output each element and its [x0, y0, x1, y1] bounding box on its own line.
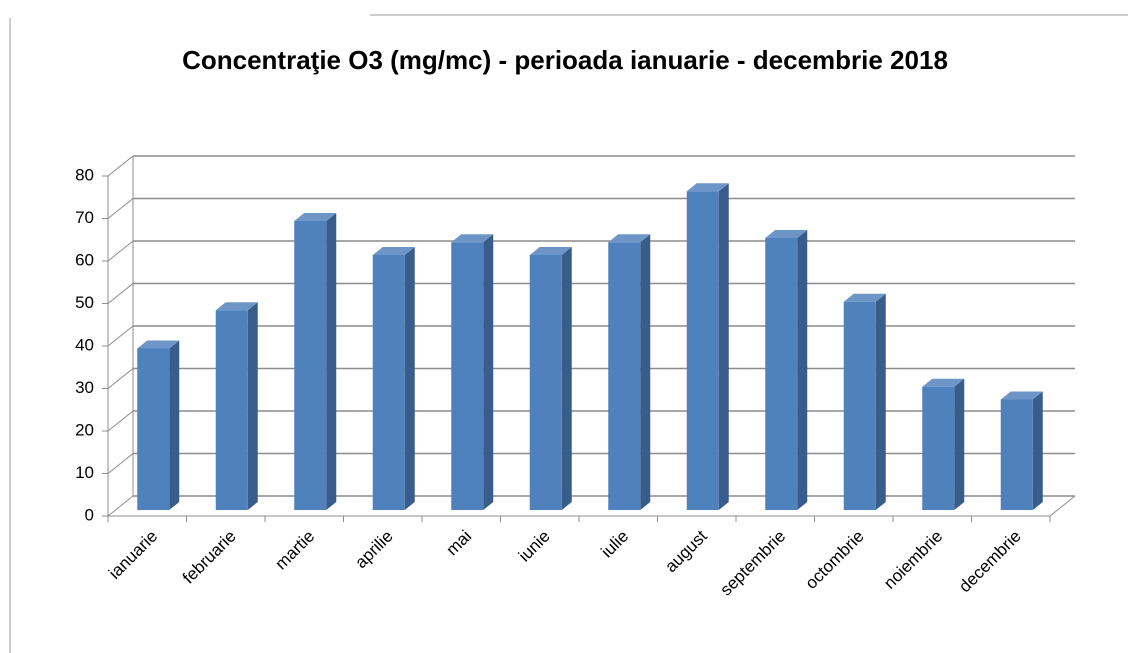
- bar-top: [294, 213, 337, 221]
- bar-side: [640, 234, 651, 510]
- bar-side: [561, 247, 572, 510]
- bar-side: [483, 234, 494, 510]
- bar-top: [529, 247, 572, 255]
- x-tick-label: august: [661, 526, 711, 576]
- y-tick-label: 80: [75, 165, 94, 184]
- bar-side: [326, 213, 337, 510]
- y-tick-label: 40: [75, 335, 94, 354]
- grid-line: [107, 325, 134, 347]
- bar: [529, 255, 562, 510]
- bar-side: [718, 183, 729, 510]
- x-tick-label: septembrie: [716, 527, 789, 600]
- bar: [1000, 399, 1033, 510]
- x-tick-label: mai: [442, 527, 475, 560]
- bar: [922, 386, 955, 510]
- x-tick-label: februarie: [179, 527, 240, 588]
- y-tick-label: 60: [75, 250, 94, 269]
- bar-top: [137, 340, 180, 349]
- chart-title: Concentraţie O3 (mg/mc) - perioada ianua…: [182, 45, 948, 75]
- bar-side: [1032, 391, 1043, 510]
- bar-top: [1000, 391, 1043, 400]
- y-tick-label: 0: [85, 505, 94, 524]
- bar-side: [954, 378, 965, 510]
- y-tick-label: 30: [75, 378, 94, 397]
- x-tick-label: aprilie: [351, 527, 397, 573]
- x-tick-label: decembrie: [955, 527, 1025, 597]
- bar: [215, 310, 248, 510]
- floor-edge: [1049, 495, 1076, 517]
- bar-side: [404, 247, 415, 510]
- bar: [451, 242, 484, 510]
- x-tick-label: martie: [271, 527, 318, 574]
- y-tick-label: 70: [75, 208, 94, 227]
- bar-top: [843, 293, 886, 302]
- x-tick-label: iulie: [597, 527, 632, 562]
- bar: [608, 242, 641, 510]
- grid-line: [107, 453, 134, 474]
- bar-side: [169, 340, 180, 510]
- bar-side: [797, 230, 808, 510]
- bar-top: [922, 378, 965, 387]
- bar-top: [215, 302, 258, 311]
- bar-side: [875, 293, 886, 510]
- bar-side: [247, 302, 258, 510]
- x-tick-label: iunie: [515, 527, 554, 566]
- x-tick-label: octombrie: [802, 527, 868, 593]
- bar: [686, 191, 719, 510]
- bar: [137, 348, 170, 510]
- grid-line: [107, 240, 134, 262]
- bar: [765, 238, 798, 510]
- grid-line: [107, 495, 134, 517]
- y-tick-label: 20: [75, 420, 94, 439]
- grid-line: [107, 198, 134, 219]
- y-tick-label: 50: [75, 293, 94, 312]
- bar-top: [451, 234, 494, 243]
- y-tick-label: 10: [75, 463, 94, 482]
- grid-line: [107, 155, 134, 177]
- grid-line: [107, 368, 134, 389]
- bar: [372, 255, 405, 510]
- bar-top: [686, 183, 729, 192]
- bar-top: [765, 230, 808, 238]
- x-tick-label: noiembrie: [880, 527, 946, 593]
- bar: [843, 301, 876, 510]
- x-tick-label: ianuarie: [105, 527, 161, 583]
- bar-top: [608, 234, 651, 243]
- grid-line: [107, 410, 134, 432]
- bar: [294, 221, 327, 510]
- bar-top: [372, 247, 415, 255]
- grid-line: [107, 283, 134, 304]
